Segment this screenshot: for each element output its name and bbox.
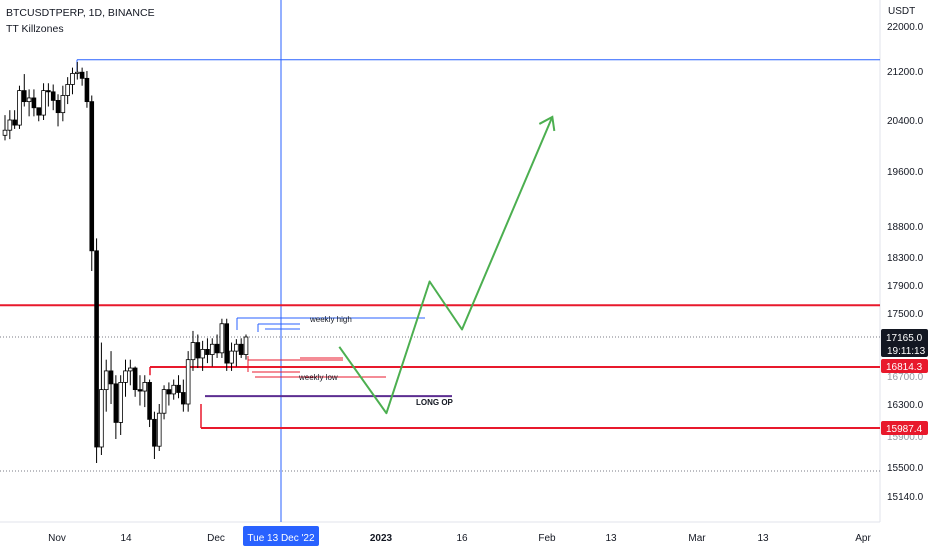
candle[interactable] xyxy=(94,250,99,448)
candle[interactable] xyxy=(2,129,8,136)
candle[interactable] xyxy=(108,370,114,385)
candle[interactable] xyxy=(36,107,42,116)
crosshair-date-label: Tue 13 Dec '22 xyxy=(247,533,315,544)
candle[interactable] xyxy=(190,342,196,361)
candle[interactable] xyxy=(234,343,239,352)
candle[interactable] xyxy=(195,342,201,359)
candle[interactable] xyxy=(185,359,191,405)
price-tick-label: 15140.0 xyxy=(887,492,924,503)
time-tick-label: Feb xyxy=(538,533,556,544)
time-tick-label: 13 xyxy=(605,533,617,544)
crosshair-date-badge[interactable] xyxy=(243,526,319,546)
candle[interactable] xyxy=(176,384,181,393)
price-tick-label: 20400.0 xyxy=(887,116,924,127)
candle[interactable] xyxy=(99,389,104,448)
candle[interactable] xyxy=(103,370,109,391)
candle-countdown: 19:11:13 xyxy=(887,346,926,357)
red-level-15987-value: 15987.4 xyxy=(886,424,923,435)
candle[interactable] xyxy=(79,71,85,79)
candle[interactable] xyxy=(60,95,66,114)
time-tick-label: Nov xyxy=(48,533,66,544)
candle[interactable] xyxy=(137,389,143,392)
candle[interactable] xyxy=(166,389,172,395)
candle[interactable] xyxy=(181,392,186,405)
symbol-title[interactable]: BTCUSDTPERP, 1D, BINANCE xyxy=(6,7,155,19)
candle[interactable] xyxy=(132,367,138,391)
long-op-label: LONG OP xyxy=(416,398,454,407)
price-tick-label: 17500.0 xyxy=(887,309,924,320)
candle[interactable] xyxy=(89,101,95,252)
candle[interactable] xyxy=(70,73,75,85)
candle[interactable] xyxy=(75,71,80,74)
weekly-low-label: weekly low xyxy=(298,373,338,382)
candle[interactable] xyxy=(152,418,157,447)
price-tick-label: 18800.0 xyxy=(887,222,924,233)
candle[interactable] xyxy=(41,90,46,116)
candle[interactable] xyxy=(128,367,133,372)
candle[interactable] xyxy=(243,336,249,355)
current-price-badge[interactable] xyxy=(881,329,928,357)
red-level-15987-badge[interactable] xyxy=(881,421,928,435)
price-tick-label: 19600.0 xyxy=(887,167,924,178)
candle[interactable] xyxy=(161,389,167,414)
time-tick-label: Apr xyxy=(855,533,871,544)
candle[interactable] xyxy=(31,97,37,109)
price-tick-label-hidden: 16700.0 xyxy=(887,372,924,383)
candle[interactable] xyxy=(50,91,56,101)
price-tick-label-hidden: 15900.0 xyxy=(887,432,924,443)
projection-arrowhead xyxy=(538,115,556,132)
candle[interactable] xyxy=(46,90,51,93)
candle[interactable] xyxy=(171,384,177,395)
candle[interactable] xyxy=(118,382,123,423)
candle[interactable] xyxy=(26,97,32,103)
candle[interactable] xyxy=(229,350,234,364)
time-tick-label: 14 xyxy=(120,533,132,544)
candle[interactable] xyxy=(17,90,22,126)
price-tick-label: 16300.0 xyxy=(887,400,924,411)
candle[interactable] xyxy=(200,349,205,359)
time-tick-label: Dec xyxy=(207,533,225,544)
red-level-16814-value: 16814.3 xyxy=(886,362,923,373)
candle[interactable] xyxy=(238,343,244,355)
price-tick-label: 17900.0 xyxy=(887,281,924,292)
price-tick-label: 15500.0 xyxy=(887,463,924,474)
candle[interactable] xyxy=(142,382,148,392)
candle[interactable] xyxy=(123,370,128,383)
weekly-high-label: weekly high xyxy=(309,315,352,324)
candle[interactable] xyxy=(214,343,220,354)
candle[interactable] xyxy=(21,90,27,103)
candle[interactable] xyxy=(219,323,225,354)
candle[interactable] xyxy=(7,119,13,131)
red-level-16814-badge[interactable] xyxy=(881,359,928,373)
candle[interactable] xyxy=(55,100,61,114)
candle[interactable] xyxy=(84,77,90,103)
candle[interactable] xyxy=(224,323,230,364)
price-tick-label: 21200.0 xyxy=(887,67,924,78)
candle[interactable] xyxy=(147,382,152,420)
time-tick-label: Mar xyxy=(688,533,706,544)
price-tick-label: 18300.0 xyxy=(887,253,924,264)
price-tick-label: 22000.0 xyxy=(887,22,924,33)
candle[interactable] xyxy=(156,412,162,447)
indicator-name[interactable]: TT Killzones xyxy=(6,23,64,35)
candle[interactable] xyxy=(209,343,215,355)
candle[interactable] xyxy=(12,119,17,126)
time-tick-label: 13 xyxy=(757,533,769,544)
candle[interactable] xyxy=(205,349,210,355)
time-tick-label: 16 xyxy=(456,533,468,544)
current-price-value: 17165.0 xyxy=(886,333,923,344)
currency-label: USDT xyxy=(888,6,915,17)
candle[interactable] xyxy=(65,84,70,96)
time-tick-label: 2023 xyxy=(370,533,393,544)
candle[interactable] xyxy=(113,383,119,423)
projection-path[interactable] xyxy=(338,116,554,415)
